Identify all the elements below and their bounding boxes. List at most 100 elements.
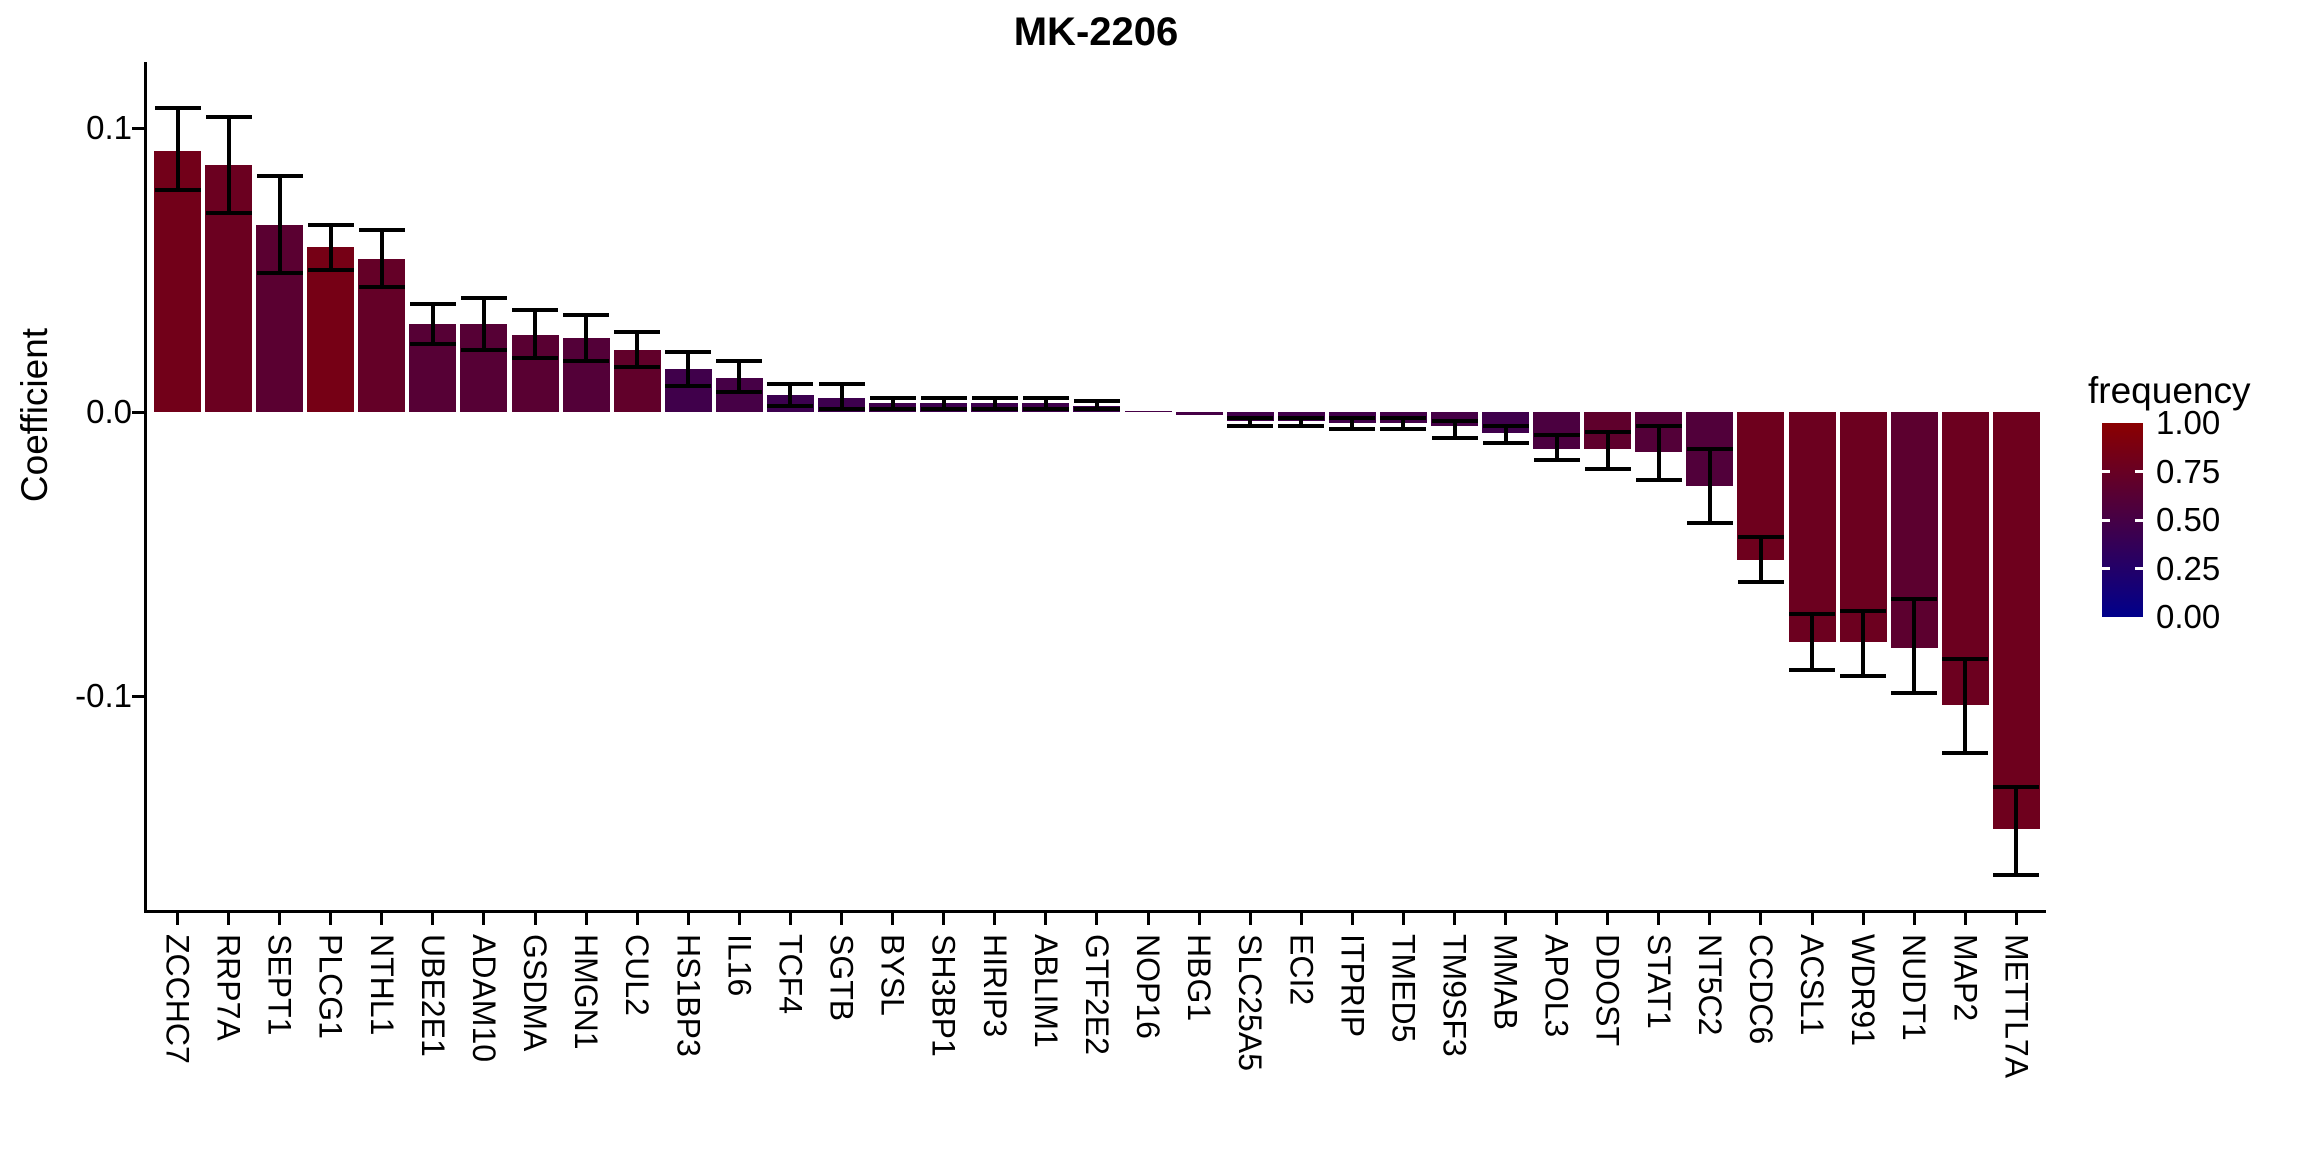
error-bar-cap-top (1329, 415, 1376, 420)
x-tick-label-NT5C2: NT5C2 (1691, 934, 1728, 1036)
legend-title: frequency (2088, 370, 2251, 411)
x-tick-label-SH3BP1: SH3BP1 (925, 934, 962, 1057)
error-bar-cap-top (1942, 657, 1989, 662)
error-bar-cap-top (358, 228, 405, 233)
error-bar-cap-top (1686, 446, 1733, 451)
x-tick-label-GSDMA: GSDMA (517, 934, 554, 1052)
x-tick-mark (482, 912, 486, 925)
y-tick-label: 0.0 (86, 393, 132, 430)
bar-WDR91 (1839, 412, 1887, 643)
y-tick-mark (132, 410, 146, 414)
x-tick-mark (278, 912, 282, 925)
error-bar-line (890, 397, 895, 410)
error-bar-line (788, 383, 793, 407)
error-bar-cap-top (869, 395, 916, 400)
x-tick-label-NTHL1: NTHL1 (363, 934, 400, 1036)
legend-tick-mark (2135, 567, 2143, 570)
error-bar-cap-top (1840, 608, 1887, 613)
bar-ZCCHC7 (154, 150, 201, 412)
x-tick-label-BYSL: BYSL (874, 934, 911, 1016)
error-bar-line (1912, 599, 1917, 694)
error-bar-cap-top (512, 307, 559, 312)
x-tick-label-TM9SF3: TM9SF3 (1436, 934, 1473, 1057)
x-tick-mark (2014, 912, 2018, 925)
error-bar-cap-bottom (614, 364, 661, 369)
error-bar-cap-bottom (1993, 872, 2040, 877)
legend-tick-label: 0.75 (2156, 452, 2221, 490)
error-bar-cap-bottom (716, 390, 763, 395)
x-tick-mark (1299, 912, 1303, 925)
x-tick-mark (1606, 912, 1610, 925)
x-tick-label-ECI2: ECI2 (1283, 934, 1320, 1006)
x-tick-mark (1044, 912, 1048, 925)
error-bar-cap-top (818, 381, 865, 386)
error-bar-cap-bottom (1789, 668, 1836, 673)
x-tick-label-SLC25A5: SLC25A5 (1232, 934, 1269, 1071)
x-tick-mark (329, 912, 333, 925)
x-tick-label-TMED5: TMED5 (1385, 934, 1422, 1043)
error-bar-cap-bottom (1635, 478, 1682, 483)
x-tick-mark (533, 912, 537, 925)
bar-ACSL1 (1788, 412, 1836, 643)
error-bar-cap-bottom (1891, 691, 1938, 696)
error-bar-cap-bottom (1584, 466, 1631, 471)
legend-tick-mark (2135, 518, 2143, 522)
x-tick-mark (1555, 912, 1559, 925)
y-axis-line (144, 62, 147, 913)
x-tick-label-ABLIM1: ABLIM1 (1027, 934, 1064, 1048)
error-bar-line (635, 332, 640, 367)
error-bar-line (737, 360, 742, 393)
x-tick-mark (1810, 912, 1814, 925)
error-bar-cap-bottom (563, 358, 610, 363)
error-bar-line (1554, 434, 1559, 461)
error-bar-line (1707, 448, 1712, 523)
error-bar-line (1043, 397, 1048, 410)
error-bar-cap-top (971, 395, 1018, 400)
error-bar-cap-bottom (1686, 520, 1733, 525)
x-tick-mark (840, 912, 844, 925)
error-bar-cap-bottom (409, 341, 456, 346)
x-tick-label-ITPRIP: ITPRIP (1334, 934, 1371, 1038)
x-tick-label-APOL3: APOL3 (1538, 934, 1575, 1038)
x-tick-mark (227, 912, 231, 925)
x-tick-label-HS1BP3: HS1BP3 (670, 934, 707, 1057)
x-tick-mark (1912, 912, 1916, 925)
error-bar-line (1248, 417, 1253, 427)
x-tick-mark (686, 912, 690, 925)
error-bar-cap-top (920, 395, 967, 400)
error-bar-line (481, 298, 486, 350)
x-tick-label-HIRIP3: HIRIP3 (976, 934, 1013, 1038)
error-bar-cap-bottom (1022, 407, 1069, 412)
error-bar-cap-bottom (307, 268, 354, 272)
error-bar-cap-bottom (920, 407, 967, 412)
x-tick-mark (431, 912, 435, 925)
error-bar-cap-bottom (1073, 407, 1120, 412)
x-tick-mark (1197, 912, 1201, 925)
error-bar-cap-bottom (869, 407, 916, 412)
x-tick-mark (1453, 912, 1456, 925)
error-bar-line (1758, 536, 1763, 583)
legend-tick-label: 0.25 (2156, 549, 2221, 587)
error-bar-cap-top (1278, 415, 1325, 420)
error-bar-line (277, 176, 282, 273)
error-bar-cap-bottom (1380, 427, 1427, 432)
error-bar-line (584, 315, 589, 361)
error-bar-cap-top (767, 381, 814, 386)
x-tick-label-CUL2: CUL2 (619, 934, 656, 1016)
error-bar-line (1810, 613, 1815, 671)
x-tick-label-SEPT1: SEPT1 (261, 934, 298, 1036)
x-tick-label-HBG1: HBG1 (1181, 934, 1218, 1022)
error-bar-cap-top (716, 358, 763, 363)
x-tick-label-DDOST: DDOST (1589, 934, 1626, 1046)
error-bar-line (328, 224, 333, 270)
x-tick-label-ZCCHC7: ZCCHC7 (159, 934, 196, 1064)
error-bar-cap-bottom (154, 188, 201, 193)
error-bar-line (1503, 426, 1508, 444)
legend-tick-label: 0.00 (2156, 598, 2221, 635)
x-tick-label-ACSL1: ACSL1 (1794, 934, 1831, 1036)
x-tick-label-RRP7A: RRP7A (210, 934, 247, 1041)
error-bar-cap-top (205, 114, 252, 119)
error-bar-line (226, 116, 231, 214)
x-tick-mark (1861, 912, 1865, 925)
legend-tick-label: 0.50 (2156, 501, 2221, 538)
